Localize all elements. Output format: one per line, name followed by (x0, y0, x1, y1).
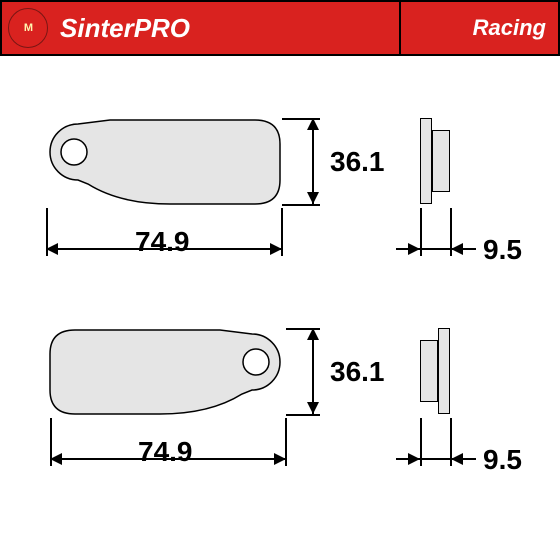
arrow-icon (451, 453, 463, 465)
arrow-icon (307, 402, 319, 414)
arrow-icon (274, 453, 286, 465)
width-label-top: 74.9 (135, 226, 190, 258)
ext-line (282, 204, 320, 206)
brand-prefix: Sinter (60, 13, 134, 43)
width-label-bottom: 74.9 (138, 436, 193, 468)
arrow-icon (307, 328, 319, 340)
thickness-label-top: 9.5 (483, 234, 522, 266)
diagram-area: 36.1 74.9 9.5 36.1 74.9 9.5 (0, 56, 560, 560)
arrow-icon (46, 243, 58, 255)
ext-line (286, 414, 320, 416)
header-right: Racing (400, 0, 560, 56)
logo-text: M (24, 22, 32, 34)
arrow-icon (270, 243, 282, 255)
category-label: Racing (473, 15, 546, 41)
arrow-icon (451, 243, 463, 255)
brake-pad-top (40, 106, 290, 216)
arrow-icon (50, 453, 62, 465)
brand-logo-icon: M (8, 8, 48, 48)
arrow-icon (408, 243, 420, 255)
brand-suffix: PRO (134, 13, 190, 43)
arrow-icon (408, 453, 420, 465)
header-left: M SinterPRO (0, 0, 400, 56)
header-bar: M SinterPRO Racing (0, 0, 560, 56)
arrow-icon (307, 192, 319, 204)
height-label-bottom: 36.1 (330, 356, 385, 388)
brand-name: SinterPRO (60, 13, 190, 44)
thickness-label-bottom: 9.5 (483, 444, 522, 476)
arrow-icon (307, 118, 319, 130)
height-label-top: 36.1 (330, 146, 385, 178)
brake-pad-bottom (40, 316, 290, 426)
